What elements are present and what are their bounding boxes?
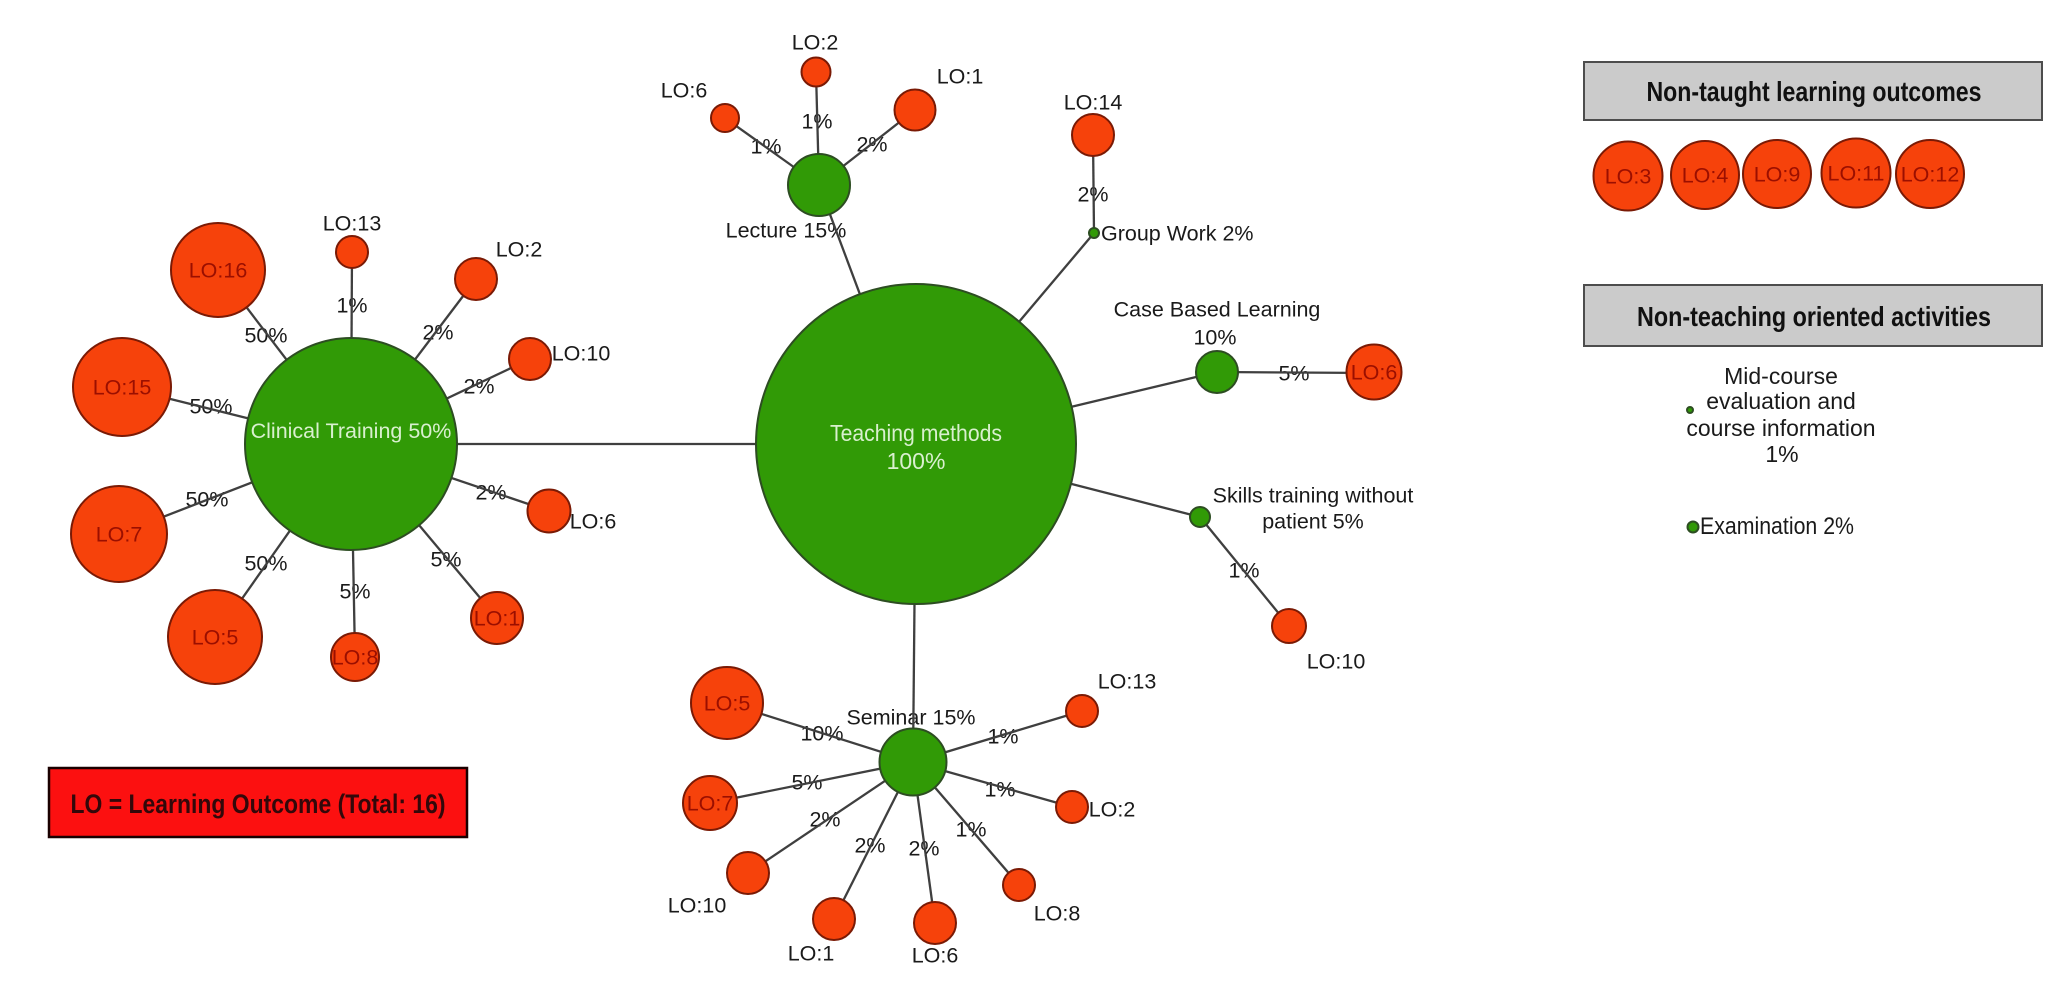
svg-text:LO:4: LO:4 <box>1682 164 1729 188</box>
svg-text:LO:10: LO:10 <box>1307 650 1366 674</box>
svg-text:Examination 2%: Examination 2% <box>1700 513 1854 540</box>
svg-text:Seminar 15%: Seminar 15% <box>846 706 975 730</box>
svg-text:LO:14: LO:14 <box>1064 91 1123 115</box>
svg-text:1%: 1% <box>987 725 1018 749</box>
svg-text:LO:5: LO:5 <box>704 692 751 716</box>
svg-text:evaluation and: evaluation and <box>1706 388 1856 414</box>
svg-text:LO:2: LO:2 <box>1089 798 1136 822</box>
svg-text:Mid-course: Mid-course <box>1724 363 1838 389</box>
svg-text:Teaching methods: Teaching methods <box>830 420 1002 446</box>
svg-text:LO:13: LO:13 <box>323 212 382 236</box>
svg-text:LO:9: LO:9 <box>1754 163 1801 187</box>
svg-text:10%: 10% <box>1193 326 1236 350</box>
svg-text:LO = Learning Outcome (Total:: LO = Learning Outcome (Total: 16) <box>71 789 446 819</box>
svg-text:LO:11: LO:11 <box>1828 162 1885 186</box>
svg-text:course information: course information <box>1686 415 1875 441</box>
svg-text:Skills training without: Skills training without <box>1213 484 1414 508</box>
svg-text:LO:12: LO:12 <box>1901 163 1960 187</box>
svg-text:Non-teaching oriented activiti: Non-teaching oriented activities <box>1637 301 1991 332</box>
svg-text:LO:6: LO:6 <box>661 79 708 103</box>
svg-text:LO:10: LO:10 <box>552 342 611 366</box>
svg-text:Clinical Training 50%: Clinical Training 50% <box>251 419 452 443</box>
svg-text:LO:16: LO:16 <box>189 259 248 283</box>
svg-text:Lecture 15%: Lecture 15% <box>726 219 847 243</box>
svg-text:100%: 100% <box>887 448 946 474</box>
svg-text:LO:7: LO:7 <box>687 792 734 816</box>
svg-text:50%: 50% <box>244 324 287 348</box>
svg-text:Non-taught learning outcomes: Non-taught learning outcomes <box>1647 76 1982 107</box>
svg-text:2%: 2% <box>422 321 453 345</box>
svg-text:Case Based Learning: Case Based Learning <box>1114 298 1321 322</box>
svg-text:LO:3: LO:3 <box>1605 165 1652 189</box>
svg-text:LO:2: LO:2 <box>792 31 839 55</box>
svg-text:1%: 1% <box>1765 441 1798 467</box>
svg-text:LO:2: LO:2 <box>496 238 543 262</box>
svg-text:LO:1: LO:1 <box>937 65 984 89</box>
svg-text:LO:13: LO:13 <box>1098 670 1157 694</box>
svg-text:LO:15: LO:15 <box>93 376 152 400</box>
svg-text:LO:6: LO:6 <box>1351 361 1398 385</box>
svg-text:LO:7: LO:7 <box>96 523 143 547</box>
svg-text:LO:5: LO:5 <box>192 626 239 650</box>
svg-text:LO:6: LO:6 <box>912 944 959 968</box>
svg-text:LO:8: LO:8 <box>332 646 379 670</box>
svg-text:LO:1: LO:1 <box>474 607 521 631</box>
svg-text:5%: 5% <box>430 548 461 572</box>
svg-text:LO:1: LO:1 <box>788 942 835 966</box>
svg-text:Group Work 2%: Group Work 2% <box>1101 222 1254 246</box>
svg-text:LO:6: LO:6 <box>570 510 617 534</box>
svg-text:LO:8: LO:8 <box>1034 902 1081 926</box>
svg-text:LO:10: LO:10 <box>668 894 727 918</box>
svg-text:patient 5%: patient 5% <box>1262 510 1364 534</box>
